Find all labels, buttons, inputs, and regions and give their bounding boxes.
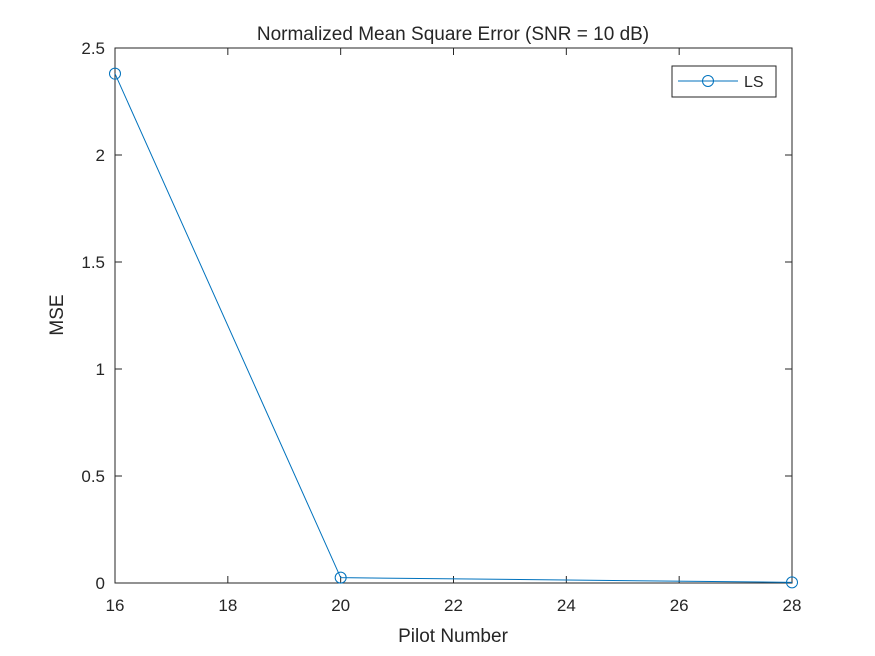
legend-entry-label: LS (744, 74, 764, 91)
axis-ticks: 16 18 20 22 24 26 28 0 0.5 1 1.5 2 2.5 (81, 39, 801, 615)
x-tick-label: 22 (444, 596, 463, 615)
y-tick-label: 1 (96, 360, 105, 379)
legend: LS (671, 65, 777, 98)
data-point-marker (786, 576, 798, 589)
y-tick-label: 2 (96, 146, 105, 165)
data-point-marker (109, 67, 121, 80)
series-line-ls (114, 73, 793, 583)
y-tick-label: 2.5 (81, 39, 105, 58)
data-point-marker (334, 571, 347, 584)
x-tick-label: 24 (557, 596, 576, 615)
y-tick-label: 1.5 (81, 253, 105, 272)
x-tick-label: 20 (331, 596, 350, 615)
legend-marker-sample (702, 75, 714, 87)
plot-area (114, 47, 793, 584)
x-tick-label: 18 (218, 596, 237, 615)
chart-title: Normalized Mean Square Error (SNR = 10 d… (257, 24, 649, 45)
x-tick-label: 16 (106, 596, 125, 615)
y-axis-label: MSE (47, 294, 68, 335)
y-tick-label: 0.5 (81, 467, 105, 486)
x-tick-label: 26 (670, 596, 689, 615)
y-tick-label: 0 (96, 574, 105, 593)
series-layer (109, 67, 798, 589)
x-axis-label: Pilot Number (398, 626, 508, 647)
x-tick-label: 28 (783, 596, 802, 615)
